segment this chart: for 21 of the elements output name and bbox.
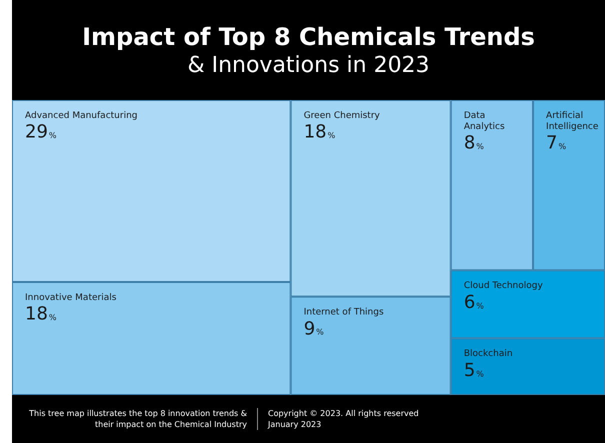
category-label: Innovative Materials [25,292,117,303]
category-label: Cloud Technology [464,281,544,292]
data-label: 9% [304,318,324,340]
data-label: 18% [25,304,57,325]
category-label: Advanced Manufacturing [25,110,138,121]
text: This tree map illustrates the top 8 innovation trends & their impact on the Chemical Industry [12,408,258,430]
text: & Innovations in 2023 [186,52,431,80]
data-label: 8% [464,132,484,154]
data-label: 18% [304,122,336,143]
data-label: 5% [464,360,484,381]
category-label: Artificial Intelligence [546,110,599,132]
category-label: Internet of Things [304,308,384,318]
data-label: 6% [464,292,484,313]
category-label: Data Analytics [464,110,505,132]
text: Copyright © 2023. All rights reserved [268,408,419,419]
data-label: 29% [25,122,57,143]
text: January 2023 [268,419,322,430]
category-label: Blockchain [464,349,513,360]
data-label: 7% [546,132,566,154]
category-label: Green Chemistry [304,110,381,121]
text: Impact of Top 8 Chemicals Trends [81,22,536,52]
